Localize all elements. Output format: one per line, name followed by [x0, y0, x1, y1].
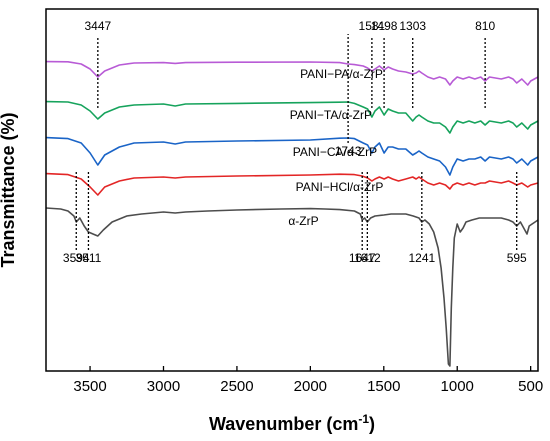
series-line-0	[45, 60, 539, 86]
annotation-label-4: 810	[475, 19, 495, 33]
series-label-0: PANI−PA/α-ZrP	[300, 67, 383, 81]
series-label-3: PANI−HCl/α-ZrP	[296, 180, 384, 194]
x-axis-ticks: 3500 3000 2500 2000 1500 1000 500	[73, 366, 543, 395]
x-tick-label-4: 1500	[367, 378, 400, 395]
series-line-1	[45, 100, 539, 134]
x-axis-title-close: )	[369, 414, 375, 434]
x-tick-label-3: 2000	[294, 378, 327, 395]
x-tick-label-0: 3500	[73, 378, 106, 395]
series-line-3	[45, 172, 539, 196]
annotation-label-2: 1498	[371, 19, 398, 33]
annotation-label-8: 1241	[408, 251, 435, 265]
annotation-label-11: 3511	[76, 251, 102, 265]
annotation-label-10: 3594	[63, 251, 90, 265]
plot-frame	[45, 8, 539, 372]
series-line-4	[45, 207, 539, 367]
annotation-label-9: 595	[507, 251, 527, 265]
x-axis-title-unit: (cm	[326, 414, 358, 434]
annotation-label-0: 3447	[84, 19, 111, 33]
annotation-label-5: 1743	[335, 144, 362, 158]
x-tick-label-5: 1000	[441, 378, 474, 395]
y-axis-title: Transmittance (%)	[0, 112, 18, 267]
x-tick-label-6: 500	[518, 378, 543, 395]
x-tick-label-1: 3000	[147, 378, 180, 395]
annotation-label-6: 1647	[349, 251, 376, 265]
x-tick-label-2: 2500	[220, 378, 253, 395]
series-label-2: PANI−CA/α-ZrP	[293, 145, 377, 159]
x-axis-title-sup: -1	[358, 412, 369, 426]
series-line-2	[45, 136, 539, 176]
annotation-label-7: 1612	[354, 251, 381, 265]
x-axis-title-main: Wavenumber	[209, 414, 321, 434]
series-label-1: PANI−TA/α-ZrP	[290, 108, 372, 122]
series-layer	[45, 60, 539, 367]
x-axis-title: Wavenumber (cm-1)	[209, 412, 375, 434]
annotation-label-1: 1581	[359, 19, 386, 33]
series-label-layer: PANI−PA/α-ZrP PANI−TA/α-ZrP PANI−CA/α-ZrP P…	[288, 67, 383, 228]
series-label-4: α-ZrP	[288, 214, 318, 228]
annotation-label-3: 1303	[399, 19, 426, 33]
